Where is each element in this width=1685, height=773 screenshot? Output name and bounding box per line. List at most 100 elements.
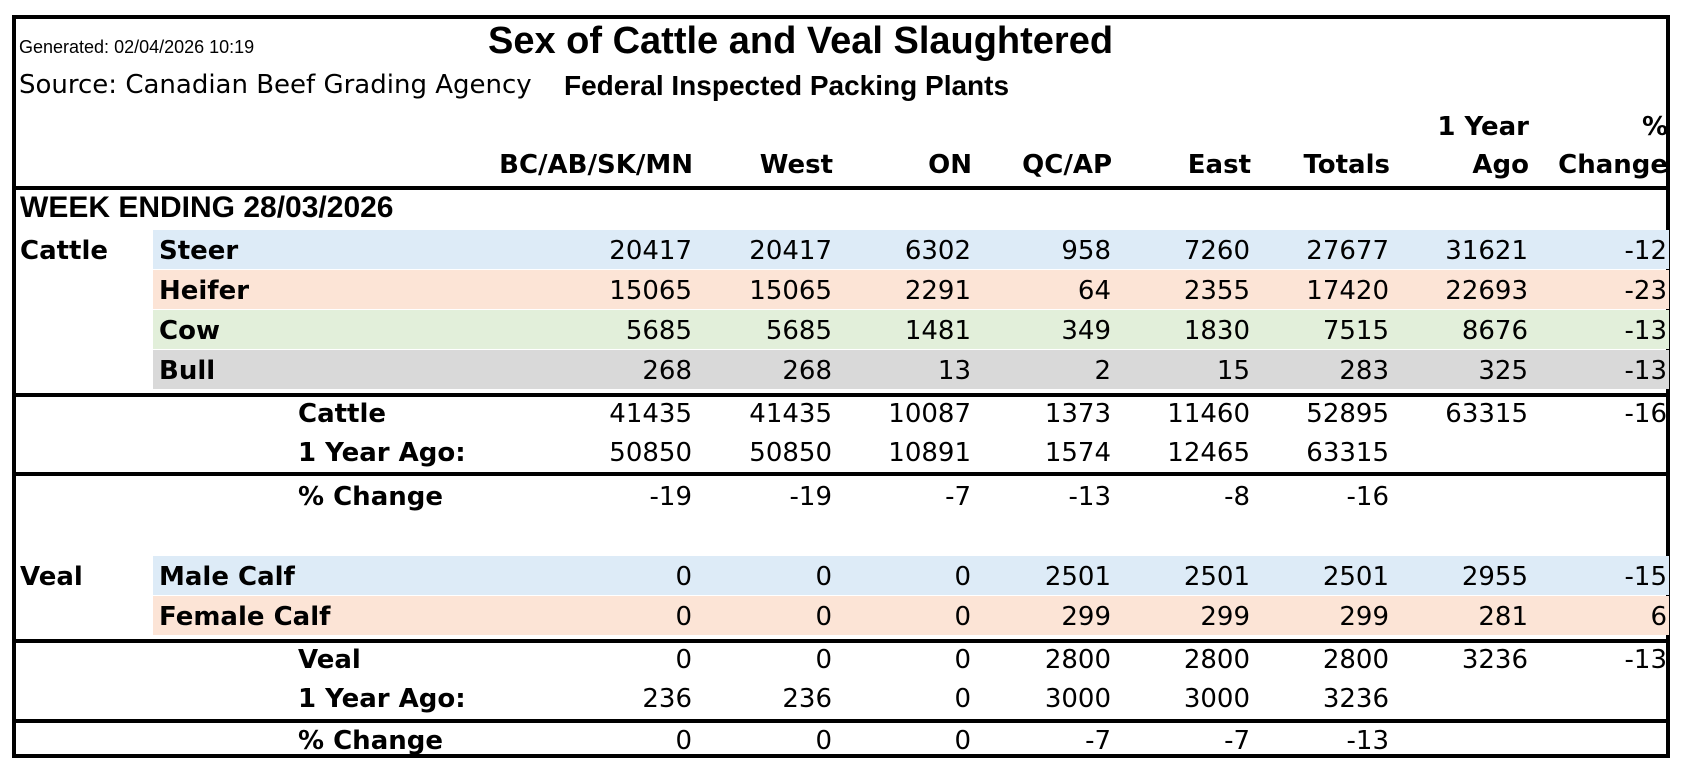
cattle-row-bull-cell: 325	[1478, 356, 1528, 386]
cattle-total-rule	[14, 472, 1670, 476]
col-header-year-ago-top: 1 Year	[1437, 112, 1529, 142]
veal-year-ago-row-cell: 236	[642, 684, 692, 714]
veal-row-male-calf-cell: 0	[954, 562, 971, 592]
cattle-year-ago-row-label: 1 Year Ago:	[298, 438, 466, 468]
veal-row-female-calf-cell: 299	[1061, 602, 1111, 632]
veal-row-female-calf-label: Female Calf	[159, 602, 331, 632]
veal-change-row-cell: -7	[1085, 726, 1111, 756]
col-header-east: East	[1187, 150, 1251, 180]
veal-group-label: Veal	[20, 562, 83, 592]
veal-total-row-cell: 0	[954, 645, 971, 675]
cattle-change-row-cell: -16	[1346, 482, 1389, 512]
veal-year-ago-row-cell: 0	[954, 684, 971, 714]
cattle-row-cow-cell: -13	[1624, 316, 1667, 346]
veal-row-female-calf-cell: 281	[1478, 602, 1528, 632]
veal-row-female-calf-cell: 0	[954, 602, 971, 632]
cattle-row-heifer-cell: 64	[1077, 276, 1111, 306]
col-header-west: West	[759, 150, 833, 180]
cattle-total-row-cell: 10087	[888, 399, 971, 429]
cattle-row-bull-label: Bull	[159, 356, 216, 386]
cattle-total-row-cell: 1373	[1044, 399, 1111, 429]
veal-row-male-calf-cell: 0	[675, 562, 692, 592]
cattle-year-ago-row-cell: 50850	[609, 438, 692, 468]
veal-total-rule	[14, 719, 1670, 723]
cattle-row-steer-cell: 6302	[904, 236, 971, 266]
veal-row-male-calf-cell: 2501	[1183, 562, 1250, 592]
veal-total-row-cell: -13	[1624, 645, 1667, 675]
cattle-row-cow-cell: 7515	[1322, 316, 1389, 346]
cattle-row-heifer-cell: 2355	[1183, 276, 1250, 306]
cattle-change-row-cell: -19	[649, 482, 692, 512]
col-header-qc-ap: QC/AP	[1022, 150, 1112, 180]
cattle-row-bull-cell: 2	[1094, 356, 1111, 386]
cattle-row-bull-cell: 13	[937, 356, 971, 386]
bull-band	[153, 350, 1669, 389]
cattle-change-row-label: % Change	[298, 482, 443, 512]
veal-total-row-cell: 2800	[1322, 645, 1389, 675]
report-subtitle: Federal Inspected Packing Plants	[564, 70, 1010, 101]
header-rule	[14, 186, 1670, 190]
cattle-row-cow-cell: 5685	[765, 316, 832, 346]
veal-row-female-calf-cell: 6	[1650, 602, 1667, 632]
cattle-row-heifer-cell: 15065	[609, 276, 692, 306]
col-header-totals: Totals	[1303, 150, 1390, 180]
cattle-row-steer-cell: 958	[1061, 236, 1111, 266]
veal-total-row-cell: 2800	[1183, 645, 1250, 675]
cattle-row-cow-cell: 349	[1061, 316, 1111, 346]
cattle-change-row-cell: -8	[1224, 482, 1250, 512]
col-header-change-bottom: Change	[1558, 150, 1668, 180]
cattle-total-row-cell: 41435	[609, 399, 692, 429]
veal-total-row-cell: 2800	[1044, 645, 1111, 675]
cattle-year-ago-row-cell: 1574	[1044, 438, 1111, 468]
veal-row-male-calf-cell: 0	[815, 562, 832, 592]
cattle-group-label: Cattle	[20, 236, 109, 266]
veal-row-male-calf-cell: 2955	[1461, 562, 1528, 592]
cattle-change-row-cell: -19	[789, 482, 832, 512]
veal-row-female-calf-cell: 299	[1200, 602, 1250, 632]
col-header-change-top: %	[1641, 112, 1668, 142]
cattle-row-heifer-cell: -23	[1624, 276, 1667, 306]
veal-year-ago-row-cell: 3000	[1183, 684, 1250, 714]
cattle-row-heifer-cell: 22693	[1445, 276, 1528, 306]
steer-band	[153, 230, 1669, 269]
cattle-row-heifer-cell: 17420	[1306, 276, 1389, 306]
col-header-year-ago-bottom: Ago	[1472, 150, 1529, 180]
cattle-total-row-label: Cattle	[298, 399, 387, 429]
cattle-year-ago-row-cell: 12465	[1167, 438, 1250, 468]
generated-timestamp: Generated: 02/04/2026 10:19	[19, 37, 255, 57]
veal-row-male-calf-cell: 2501	[1322, 562, 1389, 592]
cattle-year-ago-row-cell: 63315	[1306, 438, 1389, 468]
veal-row-male-calf-cell: 2501	[1044, 562, 1111, 592]
cattle-row-heifer-cell: 15065	[749, 276, 832, 306]
cattle-row-steer-cell: 27677	[1306, 236, 1389, 266]
veal-total-row-label: Veal	[298, 645, 361, 675]
veal-change-row-cell: 0	[815, 726, 832, 756]
cattle-total-row-cell: 52895	[1306, 399, 1389, 429]
cattle-year-ago-row-cell: 50850	[749, 438, 832, 468]
veal-row-female-calf-cell: 0	[815, 602, 832, 632]
cattle-total-row-cell: 11460	[1167, 399, 1250, 429]
cattle-section-rule	[14, 393, 1670, 397]
cattle-row-bull-cell: 15	[1216, 356, 1250, 386]
col-header-on: ON	[928, 150, 972, 180]
report-title: Sex of Cattle and Veal Slaughtered	[488, 20, 1114, 62]
cow-band	[153, 310, 1669, 349]
cattle-row-bull-cell: 268	[642, 356, 692, 386]
cattle-change-row-cell: -7	[945, 482, 971, 512]
cattle-row-steer-label: Steer	[159, 236, 239, 266]
veal-section-rule	[14, 639, 1670, 643]
cattle-row-bull-cell: 268	[782, 356, 832, 386]
cattle-row-bull-cell: -13	[1624, 356, 1667, 386]
cattle-row-cow-cell: 1830	[1183, 316, 1250, 346]
female-calf-band	[153, 596, 1669, 635]
cattle-change-row-cell: -13	[1068, 482, 1111, 512]
veal-change-row-cell: -7	[1224, 726, 1250, 756]
veal-total-row-cell: 3236	[1461, 645, 1528, 675]
veal-total-row-cell: 0	[815, 645, 832, 675]
cattle-row-cow-cell: 1481	[904, 316, 971, 346]
cattle-row-steer-cell: 31621	[1445, 236, 1528, 266]
cattle-row-heifer-label: Heifer	[159, 276, 250, 306]
cattle-row-cow-cell: 8676	[1461, 316, 1528, 346]
cattle-row-steer-cell: 20417	[609, 236, 692, 266]
cattle-total-row-cell: -16	[1624, 399, 1667, 429]
